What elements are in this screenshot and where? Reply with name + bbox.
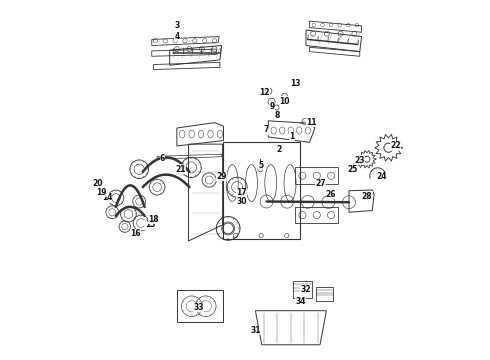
- Text: 3: 3: [174, 21, 179, 30]
- Text: 24: 24: [376, 172, 387, 181]
- Bar: [222, 142, 300, 239]
- Text: 32: 32: [301, 285, 311, 294]
- Text: 29: 29: [217, 172, 227, 181]
- Text: 25: 25: [347, 165, 358, 174]
- Text: 5: 5: [259, 161, 264, 170]
- Text: 7: 7: [264, 125, 269, 134]
- Text: 26: 26: [326, 190, 336, 199]
- Text: 15: 15: [145, 220, 155, 229]
- Text: 13: 13: [290, 79, 300, 88]
- Text: 30: 30: [236, 197, 246, 206]
- Text: 8: 8: [274, 111, 280, 120]
- Bar: [293, 281, 312, 298]
- Bar: [177, 290, 223, 322]
- Text: 11: 11: [306, 118, 317, 127]
- Text: 2: 2: [276, 145, 282, 154]
- Text: 22: 22: [391, 141, 401, 150]
- Text: 21: 21: [175, 165, 186, 174]
- Text: 1: 1: [289, 132, 294, 141]
- Text: 4: 4: [174, 32, 179, 41]
- Text: 14: 14: [102, 193, 112, 202]
- Text: 28: 28: [362, 192, 372, 201]
- Text: 19: 19: [97, 188, 107, 197]
- Text: 23: 23: [354, 156, 365, 165]
- Bar: [316, 287, 333, 301]
- Text: 12: 12: [260, 87, 270, 96]
- Text: 31: 31: [250, 326, 261, 335]
- Text: 10: 10: [279, 96, 290, 105]
- Text: 27: 27: [315, 179, 326, 188]
- Text: 16: 16: [130, 229, 141, 238]
- Text: 9: 9: [270, 102, 274, 111]
- Text: 34: 34: [295, 297, 306, 306]
- Text: 17: 17: [236, 188, 247, 197]
- Text: 20: 20: [93, 179, 103, 188]
- Text: 18: 18: [148, 215, 159, 224]
- Text: 6: 6: [160, 154, 165, 163]
- Text: 33: 33: [193, 303, 204, 312]
